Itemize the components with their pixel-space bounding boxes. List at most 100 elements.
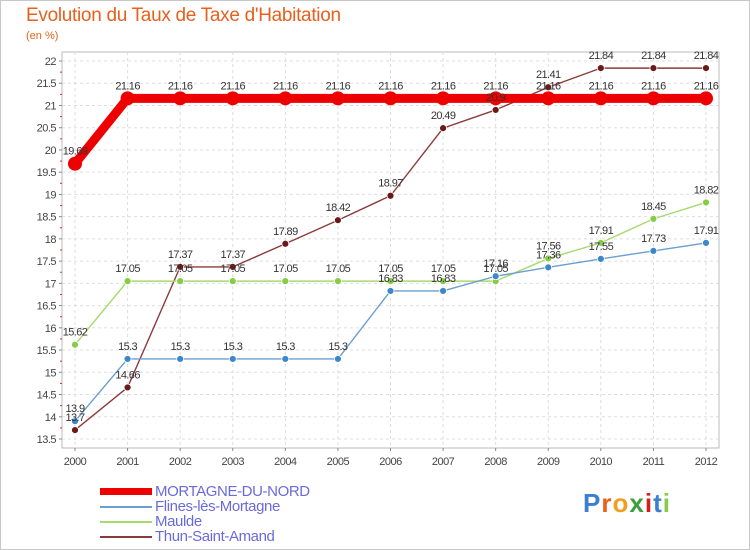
data-label: 15.3 bbox=[276, 341, 295, 353]
data-label: 15.3 bbox=[171, 341, 190, 353]
logo-letter: o bbox=[612, 488, 630, 518]
logo-letter: t bbox=[653, 488, 663, 518]
data-label: 21.16 bbox=[536, 80, 561, 92]
data-point bbox=[544, 254, 553, 263]
legend: MORTAGNE-DU-NORD Flines-lès-Mortagne Mauld… bbox=[100, 483, 310, 545]
data-label: 17.05 bbox=[378, 263, 403, 275]
data-point bbox=[436, 91, 451, 106]
data-label: 21.16 bbox=[641, 80, 666, 92]
y-tick-label: 13.5 bbox=[37, 434, 57, 446]
y-tick-label: 16.5 bbox=[37, 301, 57, 313]
data-label: 18.97 bbox=[378, 178, 403, 190]
data-point bbox=[439, 287, 447, 295]
data-label: 17.05 bbox=[168, 263, 193, 275]
data-point bbox=[123, 355, 132, 363]
data-label: 17.05 bbox=[115, 263, 140, 275]
legend-item: Maulde bbox=[100, 513, 310, 530]
data-label: 21.84 bbox=[641, 50, 666, 62]
data-point bbox=[120, 91, 135, 106]
data-label: 15.3 bbox=[223, 341, 242, 353]
y-tick-label: 15.5 bbox=[37, 345, 57, 357]
legend-label: Maulde bbox=[155, 513, 202, 530]
legend-swatch bbox=[100, 488, 152, 495]
data-label: 21.16 bbox=[326, 80, 351, 92]
data-point bbox=[491, 272, 500, 281]
data-point bbox=[71, 426, 79, 435]
data-point bbox=[488, 91, 503, 106]
data-point bbox=[386, 287, 395, 295]
y-tick-label: 18 bbox=[45, 234, 57, 246]
x-tick-label: 2007 bbox=[432, 456, 455, 468]
y-tick-label: 17.5 bbox=[37, 256, 57, 268]
data-label: 15.3 bbox=[118, 341, 137, 353]
data-point bbox=[330, 91, 345, 106]
data-label: 21.16 bbox=[273, 80, 298, 92]
data-label: 21.16 bbox=[431, 80, 456, 92]
data-point bbox=[176, 355, 185, 363]
data-label: 15.3 bbox=[328, 341, 347, 353]
data-label: 17.05 bbox=[273, 263, 298, 275]
data-label: 21.84 bbox=[694, 50, 719, 62]
logo-letter: r bbox=[601, 488, 613, 518]
x-tick-label: 2000 bbox=[64, 456, 87, 468]
data-label: 17.37 bbox=[220, 249, 245, 261]
data-label: 16.83 bbox=[378, 273, 403, 285]
data-label: 13.9 bbox=[65, 403, 84, 415]
y-tick-label: 14.5 bbox=[37, 390, 57, 402]
legend-label: Thun-Saint-Amand bbox=[155, 528, 275, 545]
data-label: 17.91 bbox=[589, 225, 614, 237]
y-tick-label: 20.5 bbox=[37, 123, 57, 135]
data-point bbox=[123, 383, 132, 392]
data-label: 17.05 bbox=[326, 263, 351, 275]
x-tick-label: 2003 bbox=[222, 456, 245, 468]
chart-title: Evolution du Taux de Taxe d'Habitation bbox=[26, 5, 341, 26]
y-tick-label: 22 bbox=[45, 56, 57, 68]
data-label: 13.7 bbox=[65, 412, 84, 424]
logo-letter: i bbox=[644, 488, 654, 518]
data-point bbox=[281, 277, 290, 286]
data-point bbox=[281, 355, 290, 363]
data-point bbox=[439, 277, 447, 286]
y-tick-label: 19 bbox=[45, 189, 57, 201]
x-tick-label: 2012 bbox=[695, 456, 718, 468]
data-point bbox=[281, 239, 290, 248]
logo-letter: x bbox=[629, 488, 645, 518]
data-point bbox=[491, 106, 500, 114]
y-tick-label: 16 bbox=[45, 323, 57, 335]
y-axis-unit: (en %) bbox=[26, 30, 59, 42]
y-tick-label: 15 bbox=[45, 367, 57, 379]
data-label: 17.05 bbox=[220, 263, 245, 275]
data-point bbox=[123, 277, 132, 286]
x-tick-label: 2008 bbox=[484, 456, 507, 468]
data-point bbox=[334, 355, 342, 363]
data-label: 15.62 bbox=[63, 327, 88, 339]
data-point bbox=[544, 83, 553, 92]
data-point bbox=[176, 262, 185, 271]
data-point bbox=[439, 124, 447, 133]
legend-item: MORTAGNE-DU-NORD bbox=[100, 483, 310, 500]
data-label: 21.16 bbox=[378, 80, 403, 92]
data-point bbox=[334, 216, 342, 225]
data-point bbox=[596, 238, 605, 247]
data-label: 17.16 bbox=[483, 258, 508, 270]
data-label: 21.16 bbox=[694, 80, 719, 92]
legend-item: Flines-lès-Mortagne bbox=[100, 498, 310, 515]
data-point bbox=[228, 355, 237, 363]
legend-label: Flines-lès-Mortagne bbox=[155, 498, 280, 515]
data-point bbox=[596, 64, 605, 73]
data-point bbox=[68, 156, 82, 171]
logo-letter: P bbox=[583, 488, 602, 518]
x-tick-label: 2005 bbox=[327, 456, 350, 468]
data-point bbox=[228, 262, 237, 271]
y-tick-label: 21 bbox=[45, 100, 57, 112]
data-label: 19.69 bbox=[63, 146, 88, 158]
data-label: 17.56 bbox=[536, 240, 561, 252]
x-tick-label: 2011 bbox=[643, 456, 665, 468]
y-tick-label: 21.5 bbox=[37, 78, 57, 90]
y-tick-label: 19.5 bbox=[37, 167, 57, 179]
legend-item: Thun-Saint-Amand bbox=[100, 528, 310, 545]
data-point bbox=[646, 91, 661, 106]
data-label: 21.41 bbox=[536, 69, 561, 81]
data-point bbox=[649, 214, 658, 223]
